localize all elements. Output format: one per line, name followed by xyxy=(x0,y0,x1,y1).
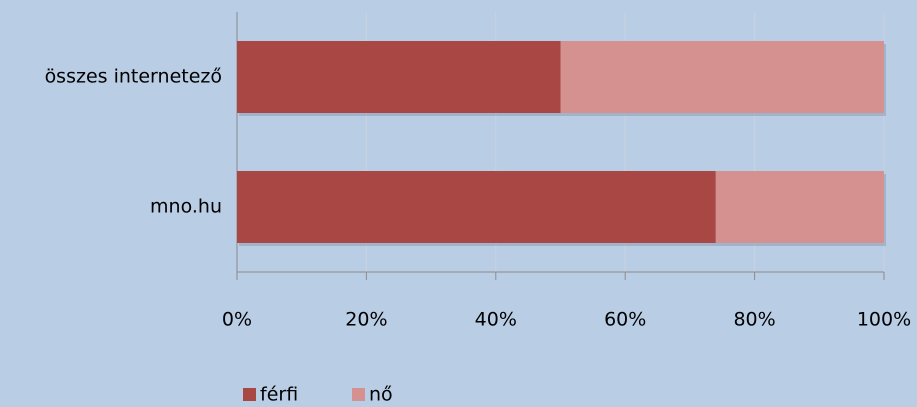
x-tick-label: 60% xyxy=(604,309,646,331)
y-tick-label: összes internetező xyxy=(45,66,222,88)
legend-label: férfi xyxy=(260,384,298,406)
x-tick-label: 100% xyxy=(857,309,911,331)
y-tick-label: mno.hu xyxy=(150,196,222,218)
legend-label: nő xyxy=(369,384,393,406)
x-tick-label: 80% xyxy=(733,309,775,331)
bar xyxy=(237,171,716,243)
bar xyxy=(237,41,561,113)
bar xyxy=(715,171,884,243)
bar xyxy=(560,41,884,113)
x-tick-label: 20% xyxy=(345,309,387,331)
x-tick-label: 40% xyxy=(475,309,517,331)
x-tick-label: 0% xyxy=(222,309,252,331)
legend-swatch xyxy=(352,388,365,401)
legend-swatch xyxy=(243,388,256,401)
